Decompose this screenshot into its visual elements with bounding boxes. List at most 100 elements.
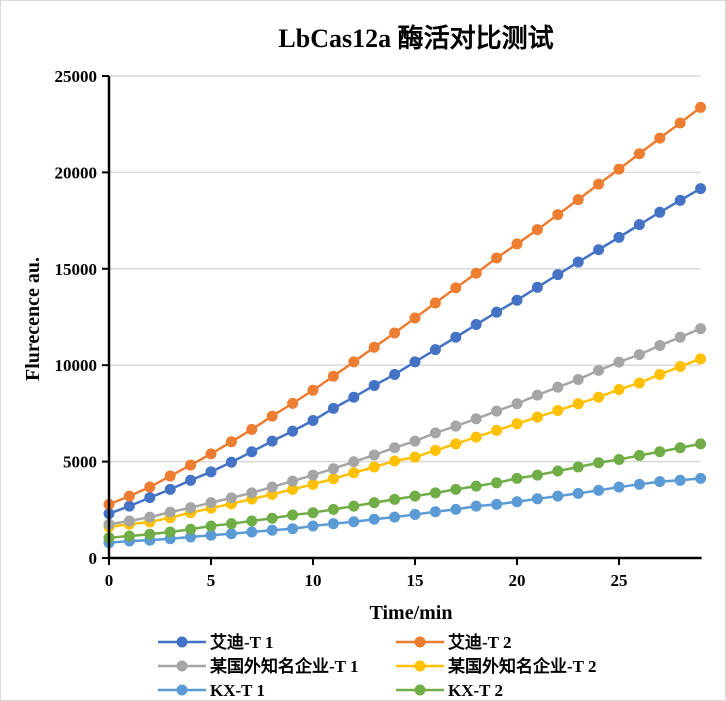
legend-label: KX-T 1	[210, 681, 265, 700]
y-tick-label: 0	[89, 549, 98, 568]
data-point	[389, 368, 401, 380]
data-point	[552, 405, 564, 417]
data-point	[531, 411, 543, 423]
data-point	[450, 438, 462, 450]
data-point	[491, 252, 503, 264]
legend-item: KX-T 2	[396, 681, 503, 700]
series-line	[108, 357, 702, 529]
data-point	[531, 224, 543, 236]
data-point	[368, 497, 380, 509]
data-point	[674, 474, 686, 486]
y-tick-label: 20000	[55, 163, 98, 182]
data-point	[613, 383, 625, 395]
data-point	[307, 520, 319, 532]
data-point	[389, 455, 401, 467]
data-point	[389, 493, 401, 505]
data-point	[246, 526, 258, 538]
data-point	[185, 474, 197, 486]
legend-marker	[176, 636, 188, 648]
data-point	[674, 442, 686, 454]
legend-item: 艾迪-T 2	[396, 632, 511, 652]
chart-title: LbCas12a 酶活对比测试	[278, 24, 553, 53]
series-2	[103, 323, 707, 530]
data-point	[491, 306, 503, 318]
data-point	[511, 472, 523, 484]
data-point	[511, 496, 523, 508]
data-point	[674, 117, 686, 129]
data-point	[572, 194, 584, 206]
data-point	[348, 356, 360, 368]
data-point	[613, 481, 625, 493]
legend-item: KX-T 1	[158, 681, 265, 700]
data-point	[633, 377, 645, 389]
data-point	[613, 453, 625, 465]
data-point	[246, 515, 258, 527]
legend-label: 艾迪-T 2	[448, 632, 511, 652]
data-point	[205, 529, 217, 541]
data-point	[144, 492, 156, 504]
data-point	[470, 267, 482, 279]
data-point	[470, 431, 482, 443]
data-point	[491, 477, 503, 489]
data-point	[491, 424, 503, 436]
data-point	[654, 446, 666, 458]
data-point	[552, 490, 564, 502]
data-point	[409, 451, 421, 463]
data-point	[470, 319, 482, 331]
data-point	[185, 459, 197, 471]
legend: 艾迪-T 1 艾迪-T 2 某国外知名企业-T 1 某国外知名企业-T 2 KX-T 1…	[158, 632, 596, 700]
data-point	[266, 435, 278, 447]
data-point	[572, 256, 584, 268]
data-point	[552, 381, 564, 393]
data-point	[674, 331, 686, 343]
data-point	[633, 478, 645, 490]
data-point	[654, 340, 666, 352]
y-tick-label: 15000	[55, 260, 98, 279]
data-point	[695, 472, 707, 484]
data-point	[695, 101, 707, 113]
data-point	[593, 391, 605, 403]
data-point	[225, 456, 237, 468]
series-3	[103, 353, 707, 533]
data-point	[674, 361, 686, 373]
data-point	[450, 483, 462, 495]
series-0	[103, 183, 707, 520]
data-point	[552, 465, 564, 477]
data-point	[429, 344, 441, 356]
data-point	[654, 476, 666, 488]
data-point	[307, 415, 319, 427]
data-point	[593, 364, 605, 376]
data-point	[389, 511, 401, 523]
data-point	[429, 427, 441, 439]
legend-marker	[414, 684, 426, 696]
data-point	[695, 353, 707, 365]
data-point	[409, 435, 421, 447]
x-tick-label: 15	[407, 571, 424, 590]
data-point	[205, 520, 217, 532]
data-point	[348, 391, 360, 403]
data-point	[266, 410, 278, 422]
data-point	[205, 497, 217, 509]
x-tick-label: 20	[509, 571, 526, 590]
data-point	[531, 469, 543, 481]
data-point	[266, 524, 278, 536]
data-point	[307, 478, 319, 490]
legend-item: 某国外知名企业-T 1	[158, 656, 358, 676]
data-point	[654, 206, 666, 218]
gridlines	[109, 75, 701, 463]
data-point	[572, 461, 584, 473]
x-tick-label: 25	[611, 571, 628, 590]
series-5	[103, 438, 707, 544]
data-point	[389, 327, 401, 339]
data-point	[144, 481, 156, 493]
data-point	[164, 470, 176, 482]
data-point	[613, 231, 625, 243]
y-tick-label: 25000	[55, 67, 98, 86]
legend-label: 艾迪-T 1	[210, 632, 273, 652]
data-point	[470, 480, 482, 492]
data-point	[450, 503, 462, 515]
x-tick-label: 10	[305, 571, 322, 590]
data-point	[633, 349, 645, 361]
data-point	[368, 461, 380, 473]
